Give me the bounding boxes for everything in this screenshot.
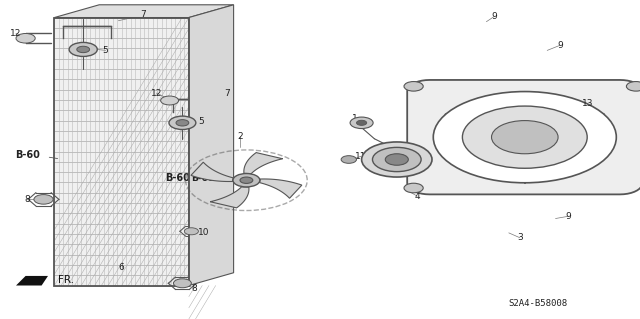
Circle shape xyxy=(350,117,373,129)
Text: 6: 6 xyxy=(119,263,124,272)
Polygon shape xyxy=(191,162,233,182)
Text: 9: 9 xyxy=(492,12,497,21)
Text: 4: 4 xyxy=(415,192,420,201)
Circle shape xyxy=(161,96,179,105)
Text: 8: 8 xyxy=(191,284,196,293)
Circle shape xyxy=(362,142,432,177)
Circle shape xyxy=(34,195,53,204)
Text: 9: 9 xyxy=(557,41,563,50)
Polygon shape xyxy=(210,187,249,208)
Text: B-60: B-60 xyxy=(191,174,214,183)
Text: 1: 1 xyxy=(353,114,358,122)
Text: 7: 7 xyxy=(141,11,146,19)
Circle shape xyxy=(233,174,260,187)
Text: 9: 9 xyxy=(566,212,571,221)
Text: 7: 7 xyxy=(225,89,230,98)
Circle shape xyxy=(404,183,423,193)
Polygon shape xyxy=(244,152,283,174)
Text: 13: 13 xyxy=(582,99,593,108)
Text: 12: 12 xyxy=(151,89,163,98)
Bar xyxy=(387,148,406,155)
Circle shape xyxy=(173,279,191,288)
Circle shape xyxy=(433,92,616,183)
Circle shape xyxy=(77,46,90,53)
Circle shape xyxy=(462,106,588,168)
Circle shape xyxy=(385,154,408,165)
Circle shape xyxy=(16,33,35,43)
Circle shape xyxy=(240,177,253,183)
Text: 5: 5 xyxy=(103,46,108,55)
Text: B-60: B-60 xyxy=(166,173,190,183)
Text: B-60: B-60 xyxy=(15,150,40,160)
Circle shape xyxy=(69,42,97,56)
Text: 2: 2 xyxy=(237,132,243,141)
Circle shape xyxy=(404,82,423,91)
Text: 5: 5 xyxy=(199,117,204,126)
Circle shape xyxy=(184,228,198,235)
Circle shape xyxy=(492,121,558,154)
Polygon shape xyxy=(54,18,189,286)
Text: 12: 12 xyxy=(10,29,22,38)
Text: FR.: FR. xyxy=(58,275,74,285)
Text: 8: 8 xyxy=(25,195,30,204)
Polygon shape xyxy=(16,276,48,286)
Circle shape xyxy=(169,116,196,130)
Circle shape xyxy=(341,156,356,163)
Polygon shape xyxy=(54,5,234,18)
Circle shape xyxy=(356,120,367,125)
Circle shape xyxy=(176,120,189,126)
Text: 10: 10 xyxy=(198,228,209,237)
Polygon shape xyxy=(189,5,234,286)
Text: 11: 11 xyxy=(355,152,367,161)
Polygon shape xyxy=(260,179,302,198)
Circle shape xyxy=(372,147,421,172)
Text: 3: 3 xyxy=(517,233,522,242)
Polygon shape xyxy=(407,80,640,194)
Text: S2A4-B58008: S2A4-B58008 xyxy=(508,299,567,308)
Circle shape xyxy=(627,82,640,91)
